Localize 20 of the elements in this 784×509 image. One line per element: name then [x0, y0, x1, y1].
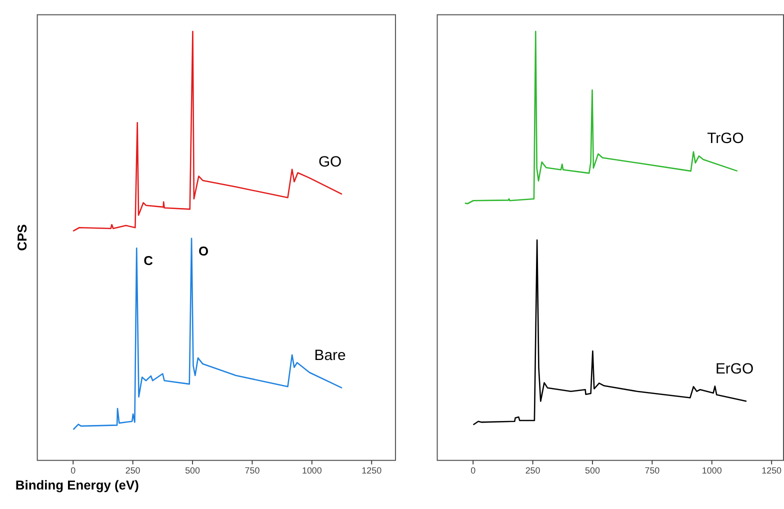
x-tick-label: 1000 — [702, 465, 722, 476]
series-label: GO — [318, 153, 342, 170]
x-tick-label: 250 — [125, 465, 140, 476]
series-label: Bare — [314, 347, 346, 364]
x-tick-label: 750 — [244, 465, 260, 476]
x-tick-label: 500 — [185, 465, 200, 476]
x-tick-label: 0 — [470, 465, 476, 476]
series-label: ErGO — [715, 360, 754, 378]
x-tick-label: 500 — [585, 465, 600, 476]
annotation: O — [198, 243, 209, 258]
series-label: TrGO — [707, 130, 744, 148]
x-tick-label: 1250 — [362, 465, 382, 476]
annotation: C — [144, 253, 153, 268]
x-tick-label: 250 — [525, 465, 540, 476]
x-tick-label: 750 — [644, 465, 660, 476]
x-tick-label: 1250 — [762, 465, 782, 476]
y-axis-title: CPS — [14, 224, 30, 251]
x-tick-label: 1000 — [302, 465, 322, 476]
x-tick-label: 0 — [70, 465, 76, 476]
x-axis-title: Binding Energy (eV) — [15, 477, 139, 492]
